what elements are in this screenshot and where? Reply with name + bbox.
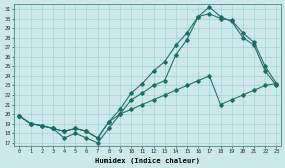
X-axis label: Humidex (Indice chaleur): Humidex (Indice chaleur) <box>95 157 200 164</box>
